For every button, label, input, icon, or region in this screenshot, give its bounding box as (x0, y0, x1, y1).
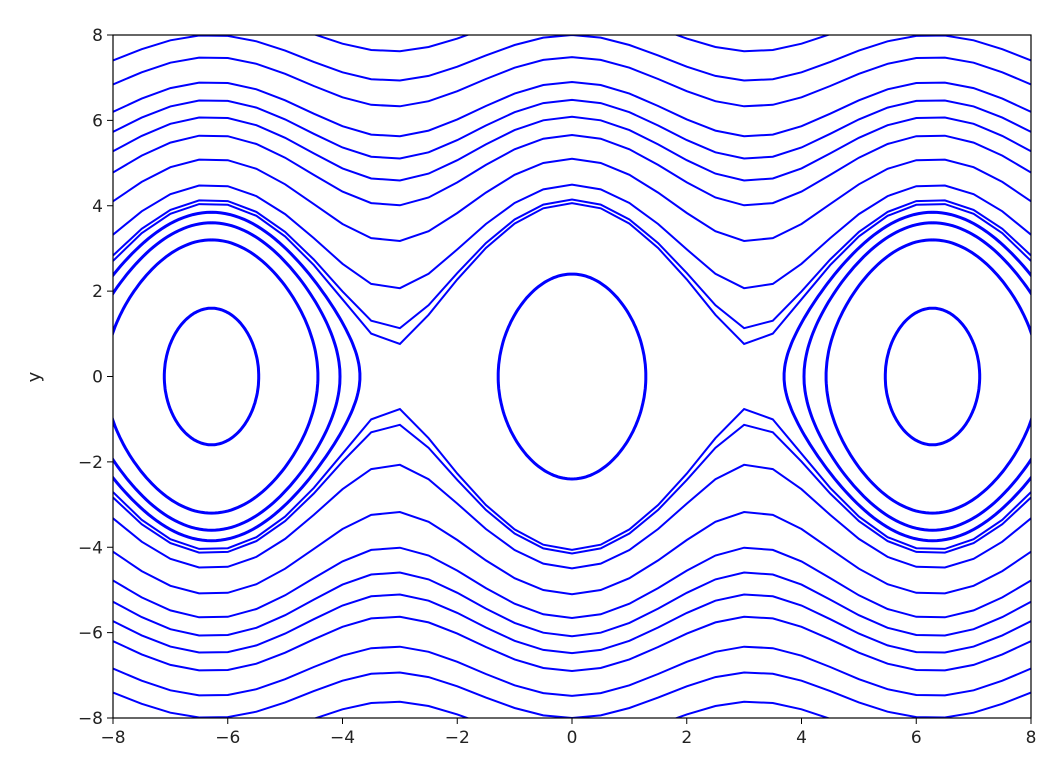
closed-streamline (802, 221, 1031, 532)
x-tick-label: −8 (100, 728, 125, 748)
closed-streamline (162, 306, 261, 447)
open-streamline (113, 423, 1031, 555)
x-tick-label: −6 (215, 728, 240, 748)
x-axis-label: x (567, 776, 578, 780)
closed-streamline (113, 210, 362, 543)
open-streamline (113, 133, 1031, 207)
y-tick-label: −6 (78, 624, 103, 644)
y-tick-label: 0 (92, 368, 103, 388)
closed-streamline (113, 221, 342, 532)
y-tick-label: −2 (78, 453, 103, 473)
y-tick-label: 2 (92, 282, 103, 302)
open-streamline (113, 671, 1031, 718)
open-streamline (113, 183, 1031, 290)
open-streamline (113, 546, 1031, 620)
y-tick-label: 8 (92, 26, 103, 46)
y-axis-label: y (24, 371, 45, 382)
open-streamline (113, 198, 1031, 330)
open-streamline (113, 202, 1031, 346)
y-tick-label: −4 (78, 538, 103, 558)
open-streamline (113, 157, 1031, 243)
open-streamline (113, 407, 1031, 551)
x-tick-label: 0 (567, 728, 578, 748)
y-axis: 8 6 4 2 0 −2 −4 −6 −8 (78, 26, 113, 729)
x-tick-label: 6 (911, 728, 922, 748)
streamlines (113, 35, 1031, 718)
open-streamline (113, 615, 1031, 673)
y-tick-label: 4 (92, 197, 103, 217)
x-tick-label: 4 (796, 728, 807, 748)
open-streamline (113, 56, 1031, 108)
closed-streamline (113, 238, 320, 515)
open-streamline (113, 510, 1031, 596)
open-streamline (113, 593, 1031, 655)
open-streamline (113, 463, 1031, 570)
open-streamline (113, 35, 1031, 82)
open-streamline (113, 98, 1031, 160)
open-streamline (113, 571, 1031, 638)
x-tick-label: −2 (445, 728, 470, 748)
closed-streamline (824, 238, 1031, 515)
x-tick-label: 2 (681, 728, 692, 748)
open-streamline (113, 645, 1031, 697)
y-tick-label: −8 (78, 709, 103, 729)
plot-frame (112, 34, 1032, 719)
open-streamline (113, 115, 1031, 182)
x-tick-label: −4 (330, 728, 355, 748)
closed-streamline (883, 306, 982, 447)
x-tick-label: 8 (1026, 728, 1037, 748)
closed-streamline (782, 210, 1031, 543)
x-axis: −8 −6 −4 −2 0 2 4 6 8 (100, 718, 1036, 748)
closed-streamline (496, 272, 648, 481)
y-tick-label: 6 (92, 111, 103, 131)
open-streamline (113, 80, 1031, 138)
open-streamline (313, 35, 831, 53)
